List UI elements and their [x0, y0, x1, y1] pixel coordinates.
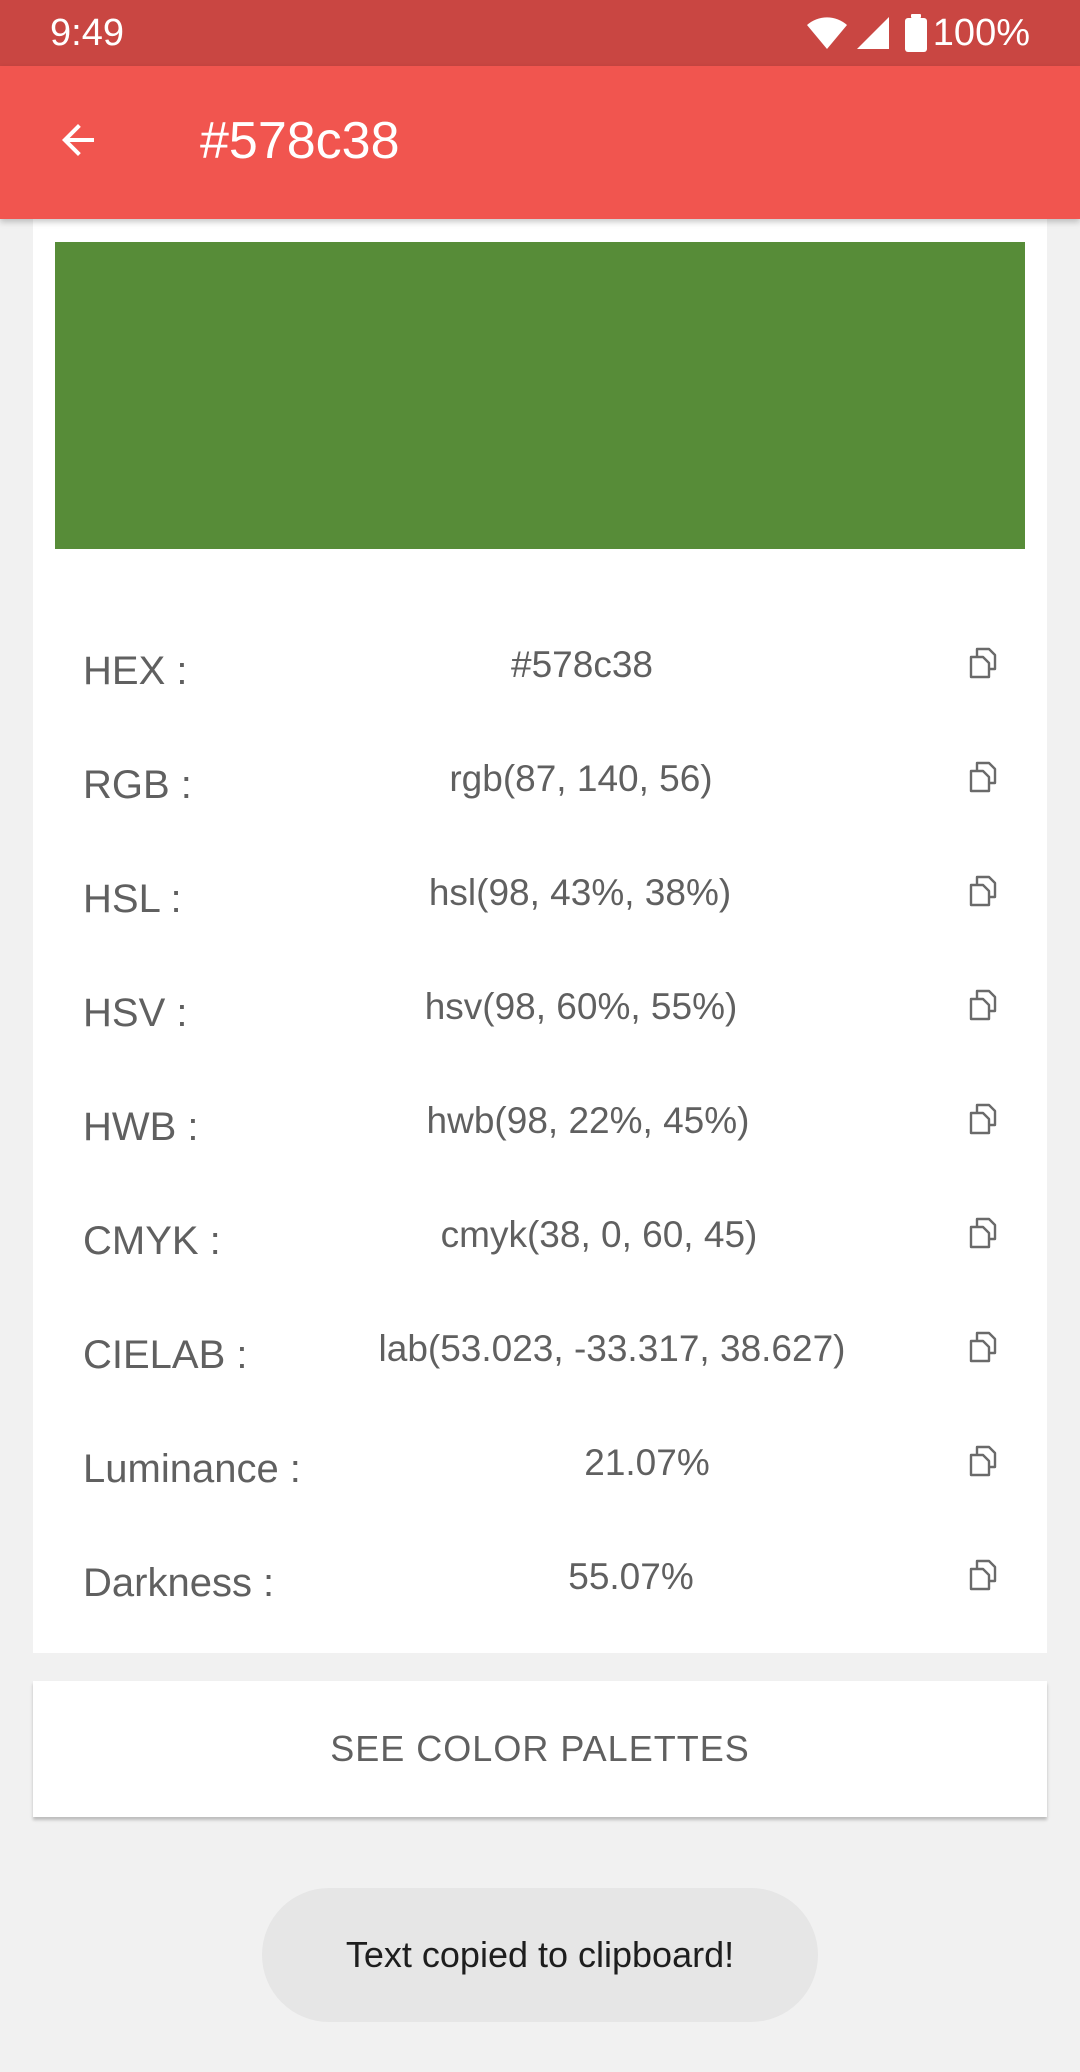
info-row-darkness: Darkness : 55.07%	[33, 1527, 1047, 1641]
copy-icon	[965, 987, 1001, 1028]
row-value: hsl(98, 43%, 38%)	[428, 872, 732, 913]
copy-icon	[965, 1101, 1001, 1142]
row-label: HSL :	[83, 877, 182, 921]
row-value: cmyk(38, 0, 60, 45)	[440, 1214, 758, 1255]
info-row-hsv: HSV : hsv(98, 60%, 55%)	[33, 957, 1047, 1071]
status-time: 9:49	[50, 12, 124, 54]
row-value: hsv(98, 60%, 55%)	[424, 986, 738, 1027]
row-label: HSV :	[83, 991, 188, 1035]
row-label: Darkness :	[83, 1561, 275, 1605]
copy-button[interactable]	[955, 1207, 1011, 1263]
info-row-hex: HEX : #578c38	[33, 615, 1047, 729]
see-color-palettes-button[interactable]: SEE COLOR PALETTES	[33, 1681, 1047, 1817]
info-row-cmyk: CMYK : cmyk(38, 0, 60, 45)	[33, 1185, 1047, 1299]
copy-button[interactable]	[955, 637, 1011, 693]
info-row-rgb: RGB : rgb(87, 140, 56)	[33, 729, 1047, 843]
row-label: HWB :	[83, 1105, 199, 1149]
row-value: lab(53.023, -33.317, 38.627)	[378, 1328, 846, 1369]
color-info-card: HEX : #578c38 RGB : rgb(87, 140, 56) HSL…	[33, 219, 1047, 1653]
row-value: #578c38	[511, 644, 653, 685]
status-bar: 9:49 100%	[0, 0, 1080, 66]
copy-button[interactable]	[955, 1435, 1011, 1491]
arrow-back-icon	[54, 116, 102, 169]
signal-icon	[855, 15, 891, 51]
toast-text: Text copied to clipboard!	[345, 1934, 735, 1975]
row-value: 21.07%	[584, 1442, 710, 1483]
back-button[interactable]	[40, 104, 116, 180]
see-color-palettes-label: SEE COLOR PALETTES	[330, 1728, 750, 1769]
wifi-icon	[805, 15, 849, 51]
row-label: Luminance :	[83, 1447, 301, 1491]
copy-icon	[965, 759, 1001, 800]
copy-button[interactable]	[955, 979, 1011, 1035]
copy-icon	[965, 1443, 1001, 1484]
copy-button[interactable]	[955, 865, 1011, 921]
row-label: CIELAB :	[83, 1333, 248, 1377]
row-label: HEX :	[83, 649, 188, 693]
row-value: rgb(87, 140, 56)	[449, 758, 713, 799]
app-bar: #578c38	[0, 66, 1080, 219]
battery-percent: 100%	[932, 12, 1030, 54]
row-value: 55.07%	[568, 1556, 694, 1597]
info-row-hwb: HWB : hwb(98, 22%, 45%)	[33, 1071, 1047, 1185]
battery-icon	[904, 14, 927, 52]
info-row-cielab: CIELAB : lab(53.023, -33.317, 38.627)	[33, 1299, 1047, 1413]
info-row-hsl: HSL : hsl(98, 43%, 38%)	[33, 843, 1047, 957]
copy-icon	[965, 645, 1001, 686]
copy-button[interactable]	[955, 1321, 1011, 1377]
copy-button[interactable]	[955, 1549, 1011, 1605]
row-label: RGB :	[83, 763, 192, 807]
status-icons: 100%	[805, 10, 1030, 56]
toast: Text copied to clipboard!	[262, 1888, 818, 2022]
row-value: hwb(98, 22%, 45%)	[426, 1100, 750, 1141]
row-label: CMYK :	[83, 1219, 221, 1263]
copy-icon	[965, 1329, 1001, 1370]
copy-button[interactable]	[955, 1093, 1011, 1149]
copy-icon	[965, 873, 1001, 914]
color-swatch	[55, 242, 1025, 549]
copy-icon	[965, 1557, 1001, 1598]
page-title: #578c38	[200, 112, 400, 170]
copy-button[interactable]	[955, 751, 1011, 807]
info-row-luminance: Luminance : 21.07%	[33, 1413, 1047, 1527]
copy-icon	[965, 1215, 1001, 1256]
